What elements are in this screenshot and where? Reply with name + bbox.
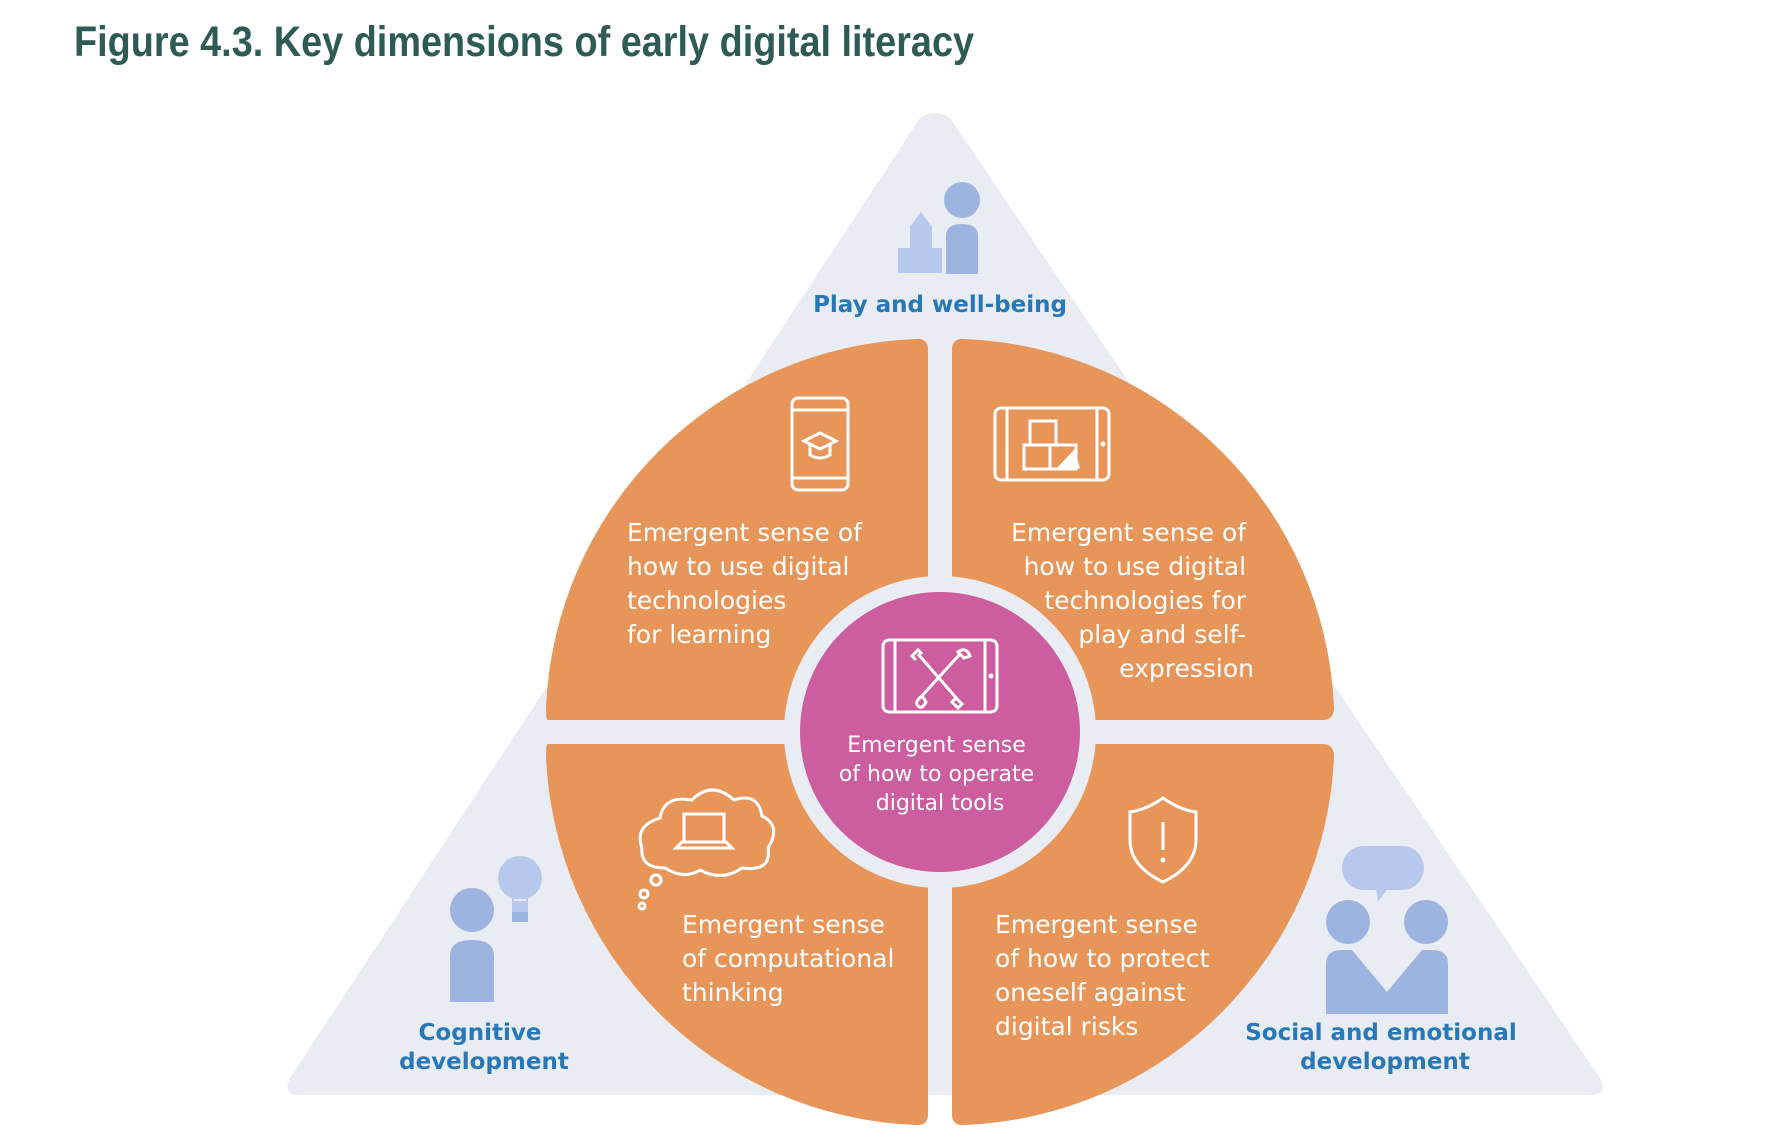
corner-label-right: Social and emotional development bbox=[1245, 1020, 1525, 1075]
quadrant-text-bottom-right: Emergent sense of how to protect oneself… bbox=[995, 910, 1217, 1041]
quadrant-text-top-right: Emergent sense of how to use digital tec… bbox=[1011, 518, 1254, 683]
tablet-tools-icon bbox=[881, 638, 999, 714]
tablet-blocks-icon bbox=[993, 406, 1111, 482]
figure-title: Figure 4.3. Key dimensions of early digi… bbox=[74, 18, 975, 66]
quadrant-text-top-left: Emergent sense of how to use digital tec… bbox=[627, 518, 870, 649]
shield-warning-icon bbox=[1128, 796, 1198, 884]
tablet-graduation-cap-icon bbox=[790, 396, 850, 492]
corner-label-top: Play and well-being bbox=[813, 292, 1067, 318]
center-text: Emergent sense of how to operate digital… bbox=[839, 733, 1041, 816]
two-people-talking-icon bbox=[1326, 846, 1448, 1014]
person-with-lightbulb-icon bbox=[450, 856, 542, 1002]
thought-cloud-laptop-icon bbox=[637, 788, 776, 911]
center-circle bbox=[800, 592, 1080, 872]
corner-label-left: Cognitive development bbox=[399, 1020, 569, 1075]
quadrant-text-bottom-left: Emergent sense of computational thinking bbox=[682, 910, 902, 1007]
child-with-blocks-icon bbox=[898, 182, 980, 274]
